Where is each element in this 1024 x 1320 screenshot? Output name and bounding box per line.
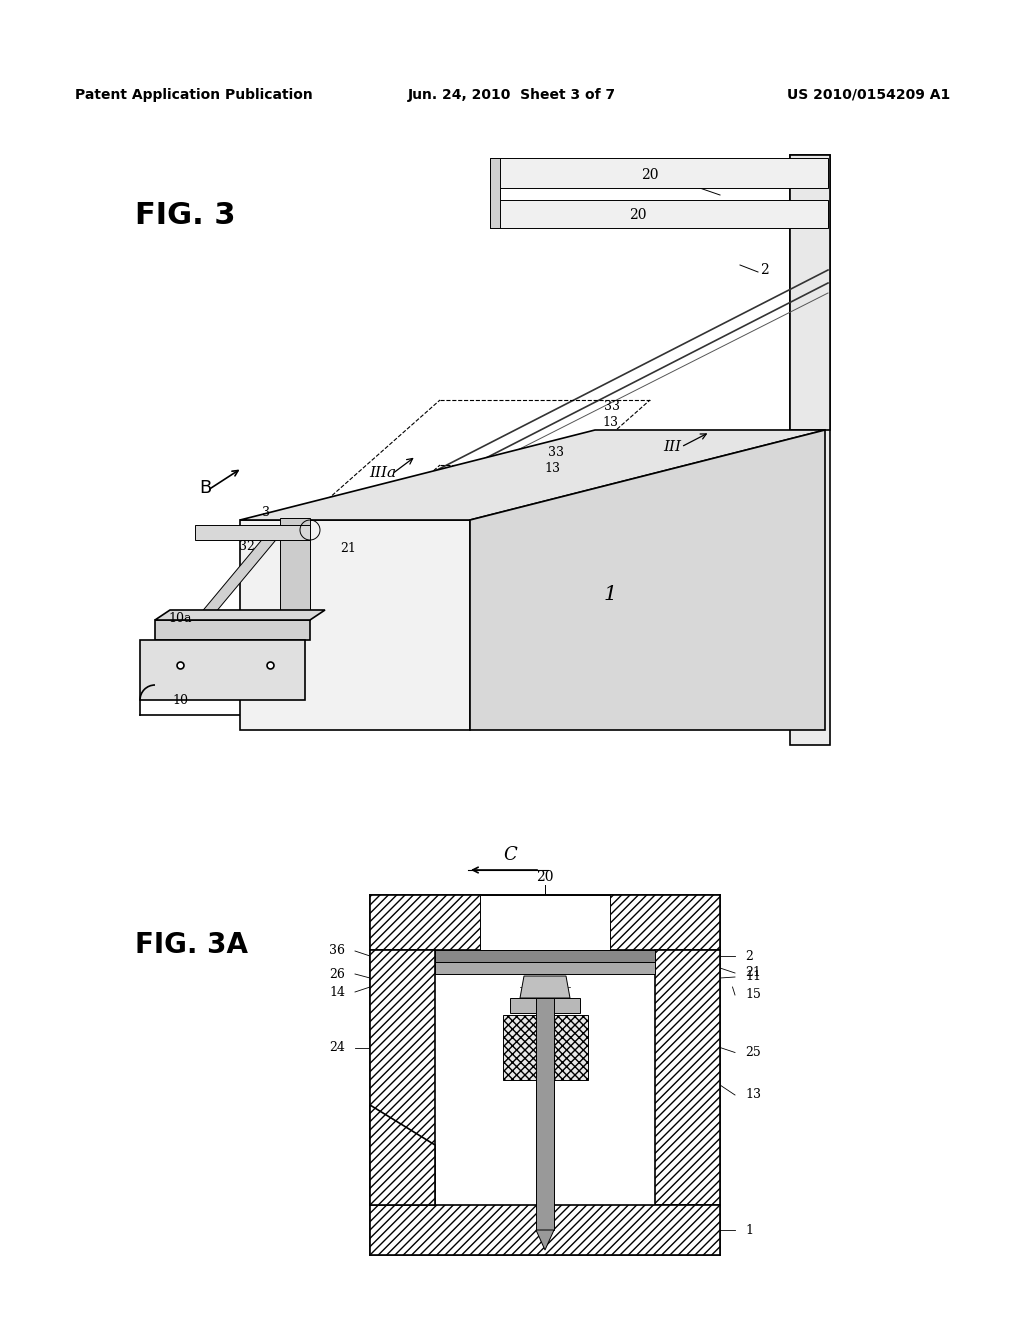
Text: 3: 3 [262, 507, 270, 520]
Text: 33: 33 [604, 400, 620, 412]
Text: 24: 24 [329, 1041, 345, 1053]
Text: 1: 1 [745, 1224, 753, 1237]
Polygon shape [536, 1230, 554, 1250]
Text: 1: 1 [603, 586, 616, 605]
Text: 20: 20 [537, 870, 554, 884]
Text: Patent Application Publication: Patent Application Publication [75, 88, 312, 102]
Polygon shape [370, 1205, 720, 1255]
Polygon shape [520, 975, 570, 998]
Text: 21: 21 [340, 541, 356, 554]
Text: FIG. 3A: FIG. 3A [135, 931, 248, 960]
Polygon shape [240, 520, 470, 730]
Polygon shape [503, 1015, 588, 1080]
Text: 20: 20 [641, 168, 658, 182]
Polygon shape [790, 154, 830, 744]
Polygon shape [435, 962, 655, 974]
Text: 2: 2 [760, 263, 769, 277]
Text: 13: 13 [544, 462, 560, 474]
Polygon shape [280, 517, 310, 620]
Text: 14: 14 [329, 986, 345, 998]
Polygon shape [490, 158, 500, 228]
Polygon shape [490, 201, 828, 228]
Text: B: B [199, 479, 211, 498]
Text: 11: 11 [745, 970, 761, 983]
Text: C: C [503, 846, 517, 865]
Text: Jun. 24, 2010  Sheet 3 of 7: Jun. 24, 2010 Sheet 3 of 7 [408, 88, 616, 102]
Text: III: III [663, 440, 681, 454]
Polygon shape [195, 525, 310, 540]
Text: 10a: 10a [169, 611, 193, 624]
Text: 2: 2 [745, 949, 753, 962]
Text: 25: 25 [745, 1045, 761, 1059]
Text: 10: 10 [172, 693, 188, 706]
Polygon shape [370, 950, 435, 1205]
Text: 36: 36 [329, 945, 345, 957]
Text: 13: 13 [745, 1089, 761, 1101]
Polygon shape [536, 998, 554, 1230]
Text: US 2010/0154209 A1: US 2010/0154209 A1 [786, 88, 950, 102]
Polygon shape [155, 620, 310, 640]
Text: 15: 15 [745, 989, 761, 1002]
Polygon shape [155, 610, 325, 620]
Polygon shape [195, 531, 280, 624]
Polygon shape [655, 950, 720, 1205]
Polygon shape [370, 1105, 435, 1205]
Polygon shape [370, 895, 720, 950]
Polygon shape [470, 430, 825, 730]
Text: 33: 33 [548, 446, 564, 459]
Polygon shape [140, 640, 305, 700]
Polygon shape [480, 895, 610, 950]
Text: IIIa: IIIa [370, 466, 396, 480]
Polygon shape [510, 998, 580, 1012]
Polygon shape [240, 430, 825, 520]
Text: 32: 32 [240, 540, 255, 553]
Polygon shape [435, 950, 655, 962]
Text: 13: 13 [602, 416, 618, 429]
Polygon shape [790, 154, 830, 430]
Text: 20: 20 [630, 209, 647, 222]
Text: 26: 26 [329, 968, 345, 981]
Text: FIG. 3: FIG. 3 [135, 201, 236, 230]
Polygon shape [490, 158, 828, 187]
Text: 21: 21 [745, 966, 761, 979]
